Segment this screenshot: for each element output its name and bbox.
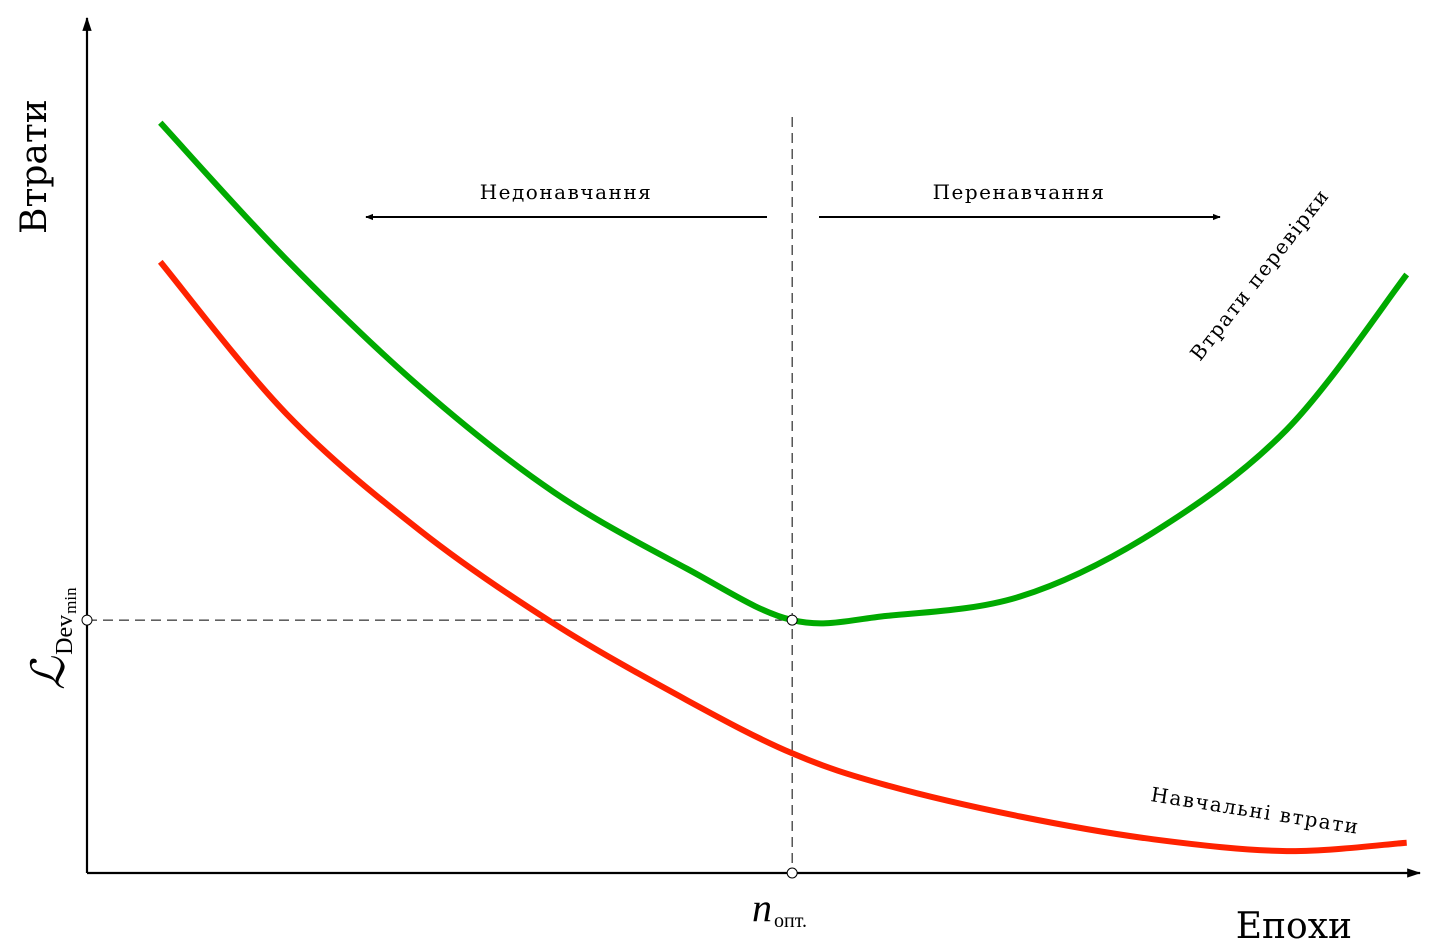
training-loss-label: Навчальні втрати: [1149, 782, 1361, 839]
min-dev-loss-subscript: Dev: [52, 615, 78, 655]
optimal-epoch-symbol: n: [752, 885, 772, 930]
min-dev-loss-symbol: ℒ: [23, 656, 74, 690]
optimal-epoch-axis-marker: [786, 867, 798, 879]
optimal-epoch-subscript: опт.: [774, 910, 807, 932]
min-dev-loss-subsubscript: min: [61, 587, 80, 614]
min-dev-loss-label: ℒDevmin: [23, 587, 80, 690]
validation-loss-label: Втрати перевірки: [1185, 184, 1334, 365]
validation-loss-curve: [158, 120, 1410, 627]
x-axis-label: Епохи: [1236, 906, 1352, 947]
y-axis-label: Втрати: [14, 99, 55, 234]
optimal-epoch-label: n опт.: [752, 885, 807, 932]
min-dev-axis-marker: [81, 614, 93, 626]
underfitting-label: Недонавчання: [480, 180, 653, 204]
training-loss-curve: [157, 259, 1407, 855]
overfitting-label: Перенавчання: [933, 180, 1106, 204]
min-point-marker: [786, 614, 798, 626]
